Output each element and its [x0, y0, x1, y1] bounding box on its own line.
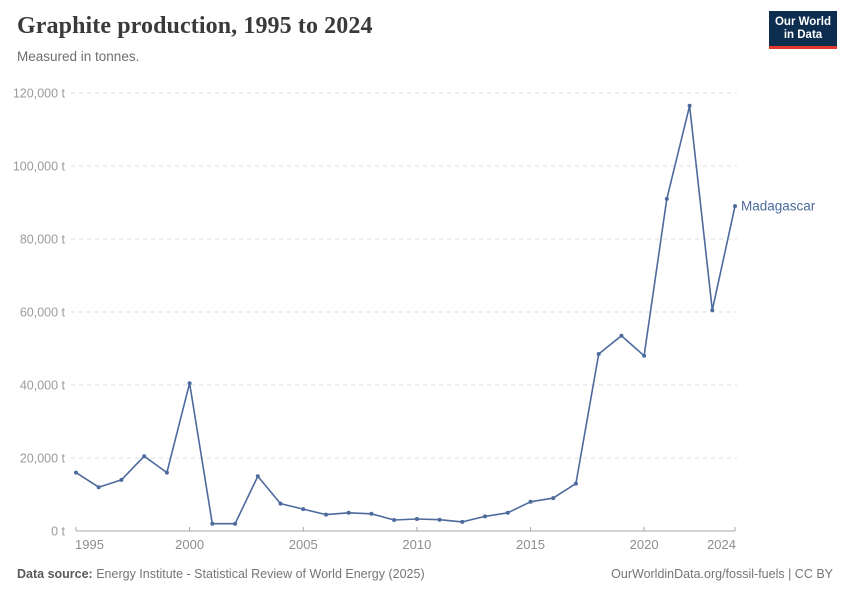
y-axis-tick-label: 40,000 t — [20, 379, 66, 393]
x-axis-tick-label: 2020 — [630, 537, 659, 552]
x-axis-tick-label: 1995 — [75, 537, 104, 552]
data-point[interactable] — [255, 474, 260, 479]
data-point[interactable] — [664, 196, 669, 201]
data-point[interactable] — [142, 454, 147, 459]
owid-logo: Our World in Data — [769, 11, 837, 49]
series-end-label: Madagascar — [741, 199, 816, 214]
page-title: Graphite production, 1995 to 2024 — [17, 13, 373, 39]
data-point[interactable] — [619, 333, 624, 338]
y-axis-tick-label: 100,000 t — [13, 160, 66, 174]
data-point[interactable] — [642, 353, 647, 358]
data-point[interactable] — [187, 381, 192, 386]
data-point[interactable] — [324, 512, 328, 517]
y-axis-tick-label: 80,000 t — [20, 233, 66, 247]
x-axis-tick-label: 2015 — [516, 537, 545, 552]
data-source-text: Energy Institute - Statistical Review of… — [96, 567, 425, 581]
data-point[interactable] — [505, 510, 510, 515]
data-point[interactable] — [74, 470, 78, 475]
footer-attribution: OurWorldinData.org/fossil-fuels | CC BY — [611, 567, 833, 581]
chart-header: Graphite production, 1995 to 2024 Measur… — [17, 13, 833, 64]
data-point[interactable] — [687, 103, 692, 108]
data-point[interactable] — [551, 496, 556, 501]
data-point[interactable] — [346, 510, 351, 515]
data-point[interactable] — [437, 517, 442, 522]
data-point[interactable] — [210, 521, 215, 526]
data-point[interactable] — [710, 308, 715, 313]
data-point[interactable] — [301, 507, 306, 512]
chart-footer: Data source: Energy Institute - Statisti… — [17, 567, 833, 581]
data-point[interactable] — [278, 501, 283, 506]
data-point[interactable] — [96, 485, 101, 490]
data-point[interactable] — [573, 481, 578, 486]
owid-logo-line1: Our World — [774, 15, 831, 28]
data-point[interactable] — [483, 514, 487, 519]
y-axis-tick-label: 20,000 t — [20, 452, 66, 466]
data-point[interactable] — [414, 517, 419, 521]
data-point[interactable] — [164, 470, 169, 475]
data-point[interactable] — [528, 499, 533, 504]
data-point[interactable] — [596, 352, 601, 356]
x-axis-tick-label: 2010 — [402, 537, 431, 552]
data-point[interactable] — [733, 204, 737, 209]
x-axis-tick-label: 2024 — [707, 537, 736, 552]
data-line[interactable] — [75, 105, 736, 525]
y-axis-tick-label: 120,000 t — [13, 87, 66, 101]
y-axis-tick-label: 60,000 t — [20, 306, 66, 320]
data-source-note: Data source: Energy Institute - Statisti… — [17, 567, 425, 581]
data-point[interactable] — [369, 511, 374, 516]
data-point[interactable] — [460, 519, 465, 524]
data-point[interactable] — [119, 477, 124, 482]
chart-subtitle: Measured in tonnes. — [17, 49, 140, 64]
x-axis-tick-label: 2005 — [289, 537, 318, 552]
y-axis-tick-label: 0 t — [51, 525, 65, 539]
data-point[interactable] — [233, 521, 238, 526]
x-axis-tick-label: 2000 — [175, 537, 204, 552]
data-point[interactable] — [392, 518, 397, 522]
owid-logo-line2: in Data — [783, 28, 823, 41]
data-source-label: Data source: — [17, 567, 93, 581]
